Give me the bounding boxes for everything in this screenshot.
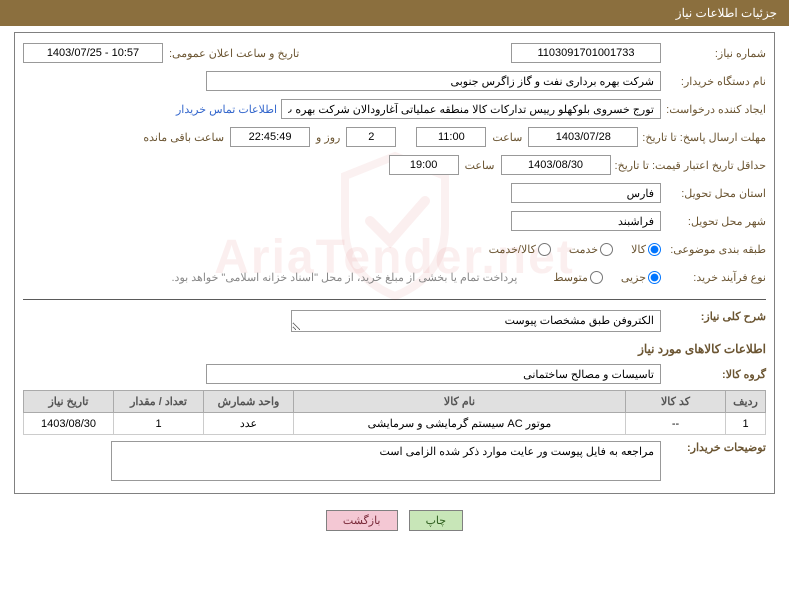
- radio-medium-label: متوسط: [553, 271, 588, 284]
- th-code: کد کالا: [626, 391, 726, 413]
- th-row: ردیف: [726, 391, 766, 413]
- row-buyer-notes: توضیحات خریدار:: [23, 441, 766, 481]
- radio-both-label: کالا/خدمت: [489, 243, 536, 256]
- label-time1: ساعت: [486, 131, 528, 144]
- province-field[interactable]: [511, 183, 661, 203]
- back-button[interactable]: بازگشت: [326, 510, 398, 531]
- payment-note: پرداخت تمام یا بخشی از مبلغ خرید، از محل…: [172, 271, 518, 284]
- validity-date-field[interactable]: [501, 155, 611, 175]
- radio-service[interactable]: [600, 243, 613, 256]
- th-date: تاریخ نیاز: [24, 391, 114, 413]
- row-province: استان محل تحویل:: [23, 181, 766, 205]
- th-name: نام کالا: [294, 391, 626, 413]
- button-row: چاپ بازگشت: [0, 500, 789, 535]
- td-qty: 1: [114, 413, 204, 435]
- goods-section-title: اطلاعات کالاهای مورد نیاز: [23, 342, 766, 356]
- table-header-row: ردیف کد کالا نام کالا واحد شمارش تعداد /…: [24, 391, 766, 413]
- table-row: 1 -- موتور AC سیستم گرمایشی و سرمایشی عد…: [24, 413, 766, 435]
- description-field[interactable]: [291, 310, 661, 332]
- announce-date-field[interactable]: [23, 43, 163, 63]
- buyer-notes-field[interactable]: [111, 441, 661, 481]
- buyer-org-field[interactable]: [206, 71, 661, 91]
- radio-goods-label: کالا: [631, 243, 646, 256]
- label-city: شهر محل تحویل:: [661, 215, 766, 228]
- divider-1: [23, 299, 766, 300]
- validity-time-field[interactable]: [389, 155, 459, 175]
- radio-partial[interactable]: [648, 271, 661, 284]
- deadline-time-field[interactable]: [416, 127, 486, 147]
- radio-partial-label: جزیی: [621, 271, 646, 284]
- row-deadline: مهلت ارسال پاسخ: تا تاریخ: ساعت روز و سا…: [23, 125, 766, 149]
- process-radio-group: جزیی متوسط: [537, 271, 661, 284]
- deadline-date-field[interactable]: [528, 127, 638, 147]
- row-validity: حداقل تاریخ اعتبار قیمت: تا تاریخ: ساعت: [23, 153, 766, 177]
- label-requester: ایجاد کننده درخواست:: [661, 103, 766, 116]
- days-remaining-field[interactable]: [346, 127, 396, 147]
- label-buyer-notes: توضیحات خریدار:: [661, 441, 766, 454]
- label-deadline: مهلت ارسال پاسخ: تا تاریخ:: [638, 131, 766, 144]
- row-requester: ایجاد کننده درخواست: اطلاعات تماس خریدار: [23, 97, 766, 121]
- label-goods-group: گروه کالا:: [661, 368, 766, 381]
- radio-goods[interactable]: [648, 243, 661, 256]
- main-container: AriaTender.net شماره نیاز: تاریخ و ساعت …: [14, 32, 775, 494]
- th-qty: تعداد / مقدار: [114, 391, 204, 413]
- label-announce-date: تاریخ و ساعت اعلان عمومی:: [163, 47, 305, 60]
- label-days: روز و: [310, 131, 346, 144]
- label-process: نوع فرآیند خرید:: [661, 271, 766, 284]
- city-field[interactable]: [511, 211, 661, 231]
- page-title: جزئیات اطلاعات نیاز: [676, 6, 777, 20]
- row-need-number: شماره نیاز: تاریخ و ساعت اعلان عمومی:: [23, 41, 766, 65]
- radio-medium[interactable]: [590, 271, 603, 284]
- th-unit: واحد شمارش: [204, 391, 294, 413]
- print-button[interactable]: چاپ: [409, 510, 464, 531]
- buyer-contact-link[interactable]: اطلاعات تماس خریدار: [176, 103, 281, 116]
- label-need-number: شماره نیاز:: [661, 47, 766, 60]
- time-remaining-field[interactable]: [230, 127, 310, 147]
- label-province: استان محل تحویل:: [661, 187, 766, 200]
- category-radio-group: کالا خدمت کالا/خدمت: [473, 243, 661, 256]
- label-category: طبقه بندی موضوعی:: [661, 243, 766, 256]
- goods-table: ردیف کد کالا نام کالا واحد شمارش تعداد /…: [23, 390, 766, 435]
- td-code: --: [626, 413, 726, 435]
- label-buyer-org: نام دستگاه خریدار:: [661, 75, 766, 88]
- label-remain: ساعت باقی مانده: [137, 131, 230, 144]
- label-validity: حداقل تاریخ اعتبار قیمت: تا تاریخ:: [611, 159, 766, 172]
- page-header: جزئیات اطلاعات نیاز: [0, 0, 789, 26]
- row-goods-group: گروه کالا:: [23, 362, 766, 386]
- row-buyer-org: نام دستگاه خریدار:: [23, 69, 766, 93]
- row-description: شرح کلی نیاز:: [23, 310, 766, 334]
- td-name: موتور AC سیستم گرمایشی و سرمایشی: [294, 413, 626, 435]
- row-category: طبقه بندی موضوعی: کالا خدمت کالا/خدمت: [23, 237, 766, 261]
- requester-field[interactable]: [281, 99, 661, 119]
- td-date: 1403/08/30: [24, 413, 114, 435]
- row-city: شهر محل تحویل:: [23, 209, 766, 233]
- row-process: نوع فرآیند خرید: جزیی متوسط پرداخت تمام …: [23, 265, 766, 289]
- td-row: 1: [726, 413, 766, 435]
- label-time2: ساعت: [459, 159, 501, 172]
- td-unit: عدد: [204, 413, 294, 435]
- need-number-field[interactable]: [511, 43, 661, 63]
- radio-both[interactable]: [538, 243, 551, 256]
- radio-service-label: خدمت: [569, 243, 598, 256]
- label-description: شرح کلی نیاز:: [661, 310, 766, 323]
- goods-group-field[interactable]: [206, 364, 661, 384]
